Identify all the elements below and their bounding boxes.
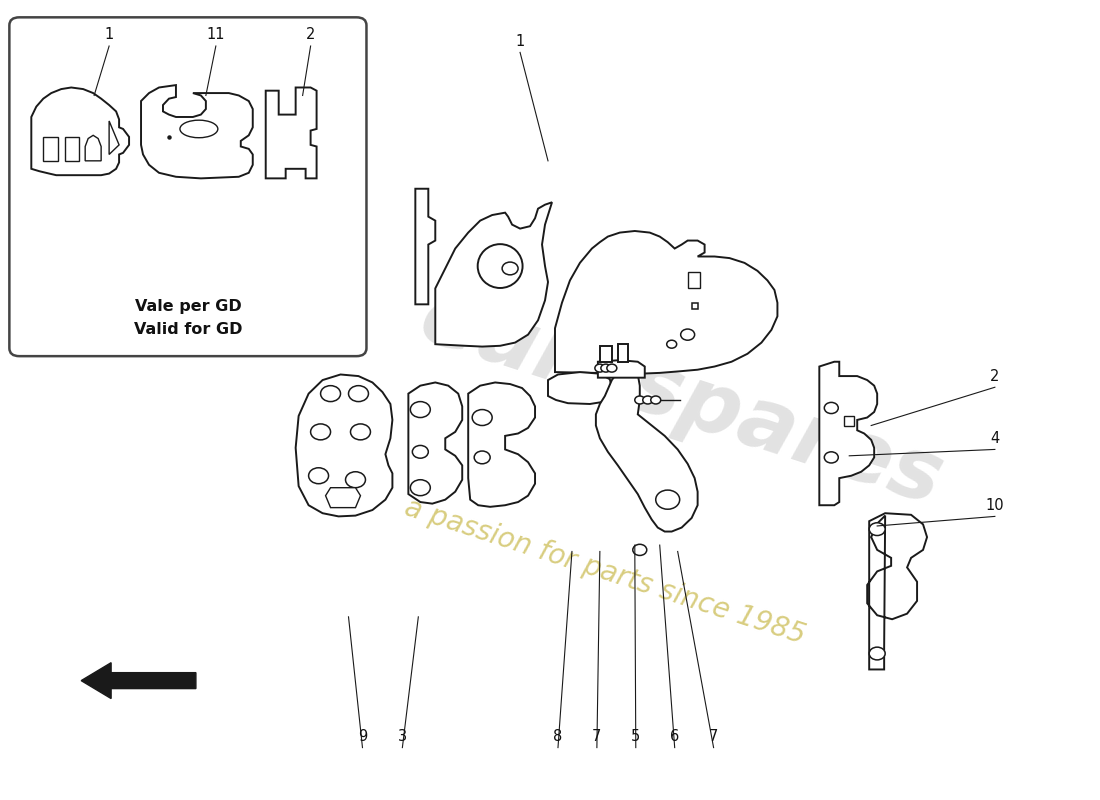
Text: eurospares: eurospares — [410, 277, 954, 523]
Polygon shape — [31, 87, 129, 175]
Text: Valid for GD: Valid for GD — [134, 322, 242, 338]
Polygon shape — [845, 416, 855, 426]
Polygon shape — [598, 360, 645, 378]
Polygon shape — [296, 374, 393, 516]
Polygon shape — [266, 87, 317, 178]
Circle shape — [869, 522, 886, 535]
Text: 10: 10 — [986, 498, 1004, 513]
Circle shape — [410, 402, 430, 418]
Text: a passion for parts since 1985: a passion for parts since 1985 — [402, 494, 808, 650]
Text: 8: 8 — [553, 729, 562, 744]
Polygon shape — [618, 344, 628, 362]
FancyBboxPatch shape — [10, 18, 366, 356]
Circle shape — [601, 364, 610, 372]
Text: 4: 4 — [990, 430, 1000, 446]
Text: 1: 1 — [104, 27, 113, 42]
Polygon shape — [85, 135, 101, 161]
Polygon shape — [141, 85, 253, 178]
Circle shape — [681, 329, 694, 340]
Polygon shape — [109, 121, 119, 154]
Polygon shape — [548, 372, 612, 404]
Ellipse shape — [477, 244, 522, 288]
Circle shape — [595, 364, 605, 372]
Circle shape — [642, 396, 652, 404]
Circle shape — [345, 472, 365, 488]
Circle shape — [824, 402, 838, 414]
Circle shape — [502, 262, 518, 275]
Polygon shape — [867, 514, 927, 670]
FancyArrow shape — [81, 662, 196, 698]
Polygon shape — [600, 346, 612, 362]
Polygon shape — [556, 231, 778, 374]
Text: Vale per GD: Vale per GD — [134, 299, 241, 314]
Circle shape — [607, 364, 617, 372]
Polygon shape — [820, 362, 877, 506]
Circle shape — [412, 446, 428, 458]
Circle shape — [310, 424, 331, 440]
Polygon shape — [416, 189, 436, 304]
Circle shape — [824, 452, 838, 463]
Circle shape — [309, 468, 329, 484]
Circle shape — [472, 410, 492, 426]
Polygon shape — [408, 382, 462, 504]
Polygon shape — [436, 202, 552, 346]
Polygon shape — [596, 368, 697, 531]
Circle shape — [320, 386, 341, 402]
Ellipse shape — [180, 120, 218, 138]
Polygon shape — [688, 273, 700, 288]
Text: 2: 2 — [990, 369, 1000, 383]
Text: 5: 5 — [631, 729, 640, 744]
Circle shape — [869, 647, 886, 660]
Circle shape — [410, 480, 430, 496]
Text: 1: 1 — [516, 34, 525, 49]
Text: 7: 7 — [592, 729, 602, 744]
Circle shape — [667, 340, 676, 348]
Polygon shape — [326, 488, 361, 508]
Polygon shape — [65, 137, 79, 161]
Circle shape — [651, 396, 661, 404]
Text: 9: 9 — [358, 729, 367, 744]
Polygon shape — [469, 382, 535, 507]
Circle shape — [351, 424, 371, 440]
Text: 2: 2 — [306, 27, 316, 42]
Circle shape — [349, 386, 368, 402]
Polygon shape — [43, 137, 58, 161]
Circle shape — [656, 490, 680, 510]
Circle shape — [474, 451, 491, 464]
Circle shape — [635, 396, 645, 404]
Text: 7: 7 — [708, 729, 718, 744]
Circle shape — [632, 544, 647, 555]
Text: 6: 6 — [670, 729, 680, 744]
Text: 3: 3 — [398, 729, 407, 744]
Text: 11: 11 — [207, 27, 226, 42]
